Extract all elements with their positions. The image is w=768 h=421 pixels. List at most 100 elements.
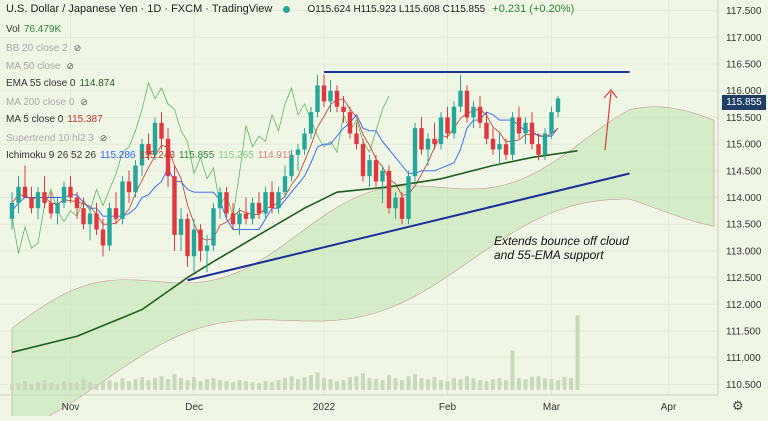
candle-body [243,213,249,219]
hidden-eye-icon[interactable]: ⊘ [73,43,82,53]
y-tick-label: 111.500 [726,326,761,337]
candle-body [516,117,522,134]
legend-row-2[interactable]: MA 50 close ⊘ [6,60,74,73]
candle-body [536,144,541,155]
candle-body [425,138,431,150]
volume-bar [29,384,34,390]
legend-row-6[interactable]: Supertrend 10 hl2 3 ⊘ [6,132,107,145]
candle-body [42,192,47,203]
volume-bar [146,380,151,390]
chart-annotation: Extends bounce off cloud and 55-EMA supp… [494,234,629,262]
volume-bar [23,381,27,390]
volume-bar [166,379,170,390]
volume-bar [107,380,112,390]
candle-body [139,144,145,166]
volume-bar [491,379,495,390]
candle-body [302,133,307,150]
volume-bar [276,380,281,390]
candle-body [120,181,125,219]
ohlc-readout: O115.624 H115.923 L115.608 C115.855 [307,4,486,15]
candle-body [152,122,158,155]
legend-row-4[interactable]: MA 200 close 0 ⊘ [6,96,88,109]
volume-bar [432,377,437,390]
candle-body [198,229,203,251]
candle-body [464,90,470,118]
volume-bar [354,376,359,390]
ichimoku-value-4: 114.911 [257,150,293,161]
volume-bar [36,382,40,390]
volume-bar [562,377,567,390]
legend-row-ichimoku[interactable]: Ichimoku 9 26 52 26 115.286 115.243 115.855… [6,150,292,162]
gear-icon[interactable]: ⚙ [732,398,744,413]
y-tick-label: 117.000 [726,33,762,44]
volume-bar [530,377,534,390]
volume-bar [348,377,352,390]
candle-body [237,213,242,225]
candle-body [146,144,151,155]
volume-bar [153,378,157,390]
candle-body [9,202,15,219]
ichimoku-value-0: 115.286 [100,150,136,161]
candle-body [458,90,463,107]
volume-bar [419,378,424,390]
candle-body [55,202,60,214]
ichimoku-value-1: 115.243 [139,150,175,161]
candle-body [100,229,106,246]
legend-label: Vol [6,24,20,35]
legend-row-3[interactable]: EMA 55 close 0 114.874 [6,78,115,90]
candle-body [341,106,346,113]
volume-bar [400,380,404,390]
volume-bar [380,380,385,390]
volume-bar [114,382,118,390]
candle-body [113,208,119,219]
legend-label: MA 5 close 0 [6,114,64,125]
legend-row-1[interactable]: BB 20 close 2 ⊘ [6,42,81,55]
volume-bar [458,379,463,390]
y-tick-label: 116.000 [726,86,762,97]
candle-body [419,128,424,150]
volume-bar [335,381,339,390]
legend-label: MA 50 close [6,61,61,72]
legend-row-0[interactable]: Vol 76.479K [6,24,61,36]
y-tick-label: 114.000 [726,193,762,204]
volume-bar [211,378,216,390]
y-tick-label: 115.500 [726,113,762,124]
x-tick-label: Nov [62,402,80,413]
candle-body [471,106,476,118]
candle-body [555,98,561,113]
tenkan-line [11,111,559,230]
volume-bar [497,378,502,390]
candle-body [172,176,177,235]
volume-bar [296,379,300,390]
volume-bar [569,378,573,390]
hidden-eye-icon[interactable]: ⊘ [66,61,75,71]
candle-body [289,154,294,177]
hidden-eye-icon[interactable]: ⊘ [99,133,108,143]
volume-bar [465,376,469,390]
candle-body [87,213,93,225]
candle-body [126,181,132,193]
volume-bar [263,381,268,390]
candle-body [412,128,418,177]
candle-body [211,208,216,246]
candle-body [451,106,457,134]
candle-body [16,186,21,203]
candle-body [367,160,372,177]
candle-body [477,106,483,123]
candle-body [159,122,164,139]
market-status-icon [283,5,291,13]
ichimoku-value-3: 115.265 [218,150,254,161]
hidden-eye-icon[interactable]: ⊘ [80,97,88,107]
legend-row-5[interactable]: MA 5 close 0 115.387 [6,114,103,126]
y-tick-label: 115.000 [726,140,762,151]
candle-body [269,192,275,209]
volume-bar [426,379,430,390]
y-tick-label: 111.000 [726,353,761,364]
volume-bar [205,379,209,390]
candle-body [406,176,411,219]
ichimoku-cloud [11,106,715,421]
volume-bar [10,385,14,390]
candle-body [256,202,262,214]
